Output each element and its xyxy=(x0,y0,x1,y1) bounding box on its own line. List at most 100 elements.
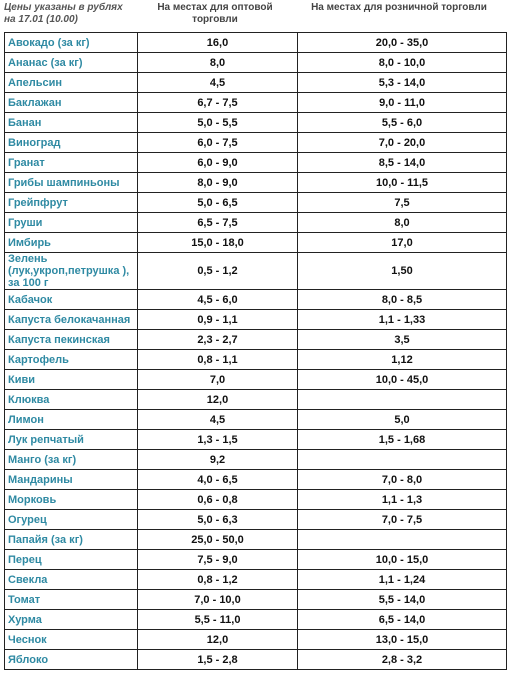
product-name: Хурма xyxy=(4,609,138,630)
table-row: Томат 7,0 - 10,0 5,5 - 14,0 xyxy=(4,589,507,610)
table-row: Капуста белокачанная 0,9 - 1,1 1,1 - 1,33 xyxy=(4,309,507,330)
retail-price: 7,0 - 20,0 xyxy=(297,132,507,153)
retail-price xyxy=(297,389,507,410)
retail-price: 8,0 xyxy=(297,212,507,233)
table-row: Лимон 4,5 5,0 xyxy=(4,409,507,430)
table-row: Капуста пекинская 2,3 - 2,7 3,5 xyxy=(4,329,507,350)
wholesale-price: 4,5 xyxy=(137,72,298,93)
wholesale-price: 6,0 - 9,0 xyxy=(137,152,298,173)
table-row: Ананас (за кг) 8,0 8,0 - 10,0 xyxy=(4,52,507,73)
product-name: Апельсин xyxy=(4,72,138,93)
table-row: Грибы шампиньоны 8,0 - 9,0 10,0 - 11,5 xyxy=(4,172,507,193)
wholesale-price: 15,0 - 18,0 xyxy=(137,232,298,253)
table-row: Зелень (лук,укроп,петрушка ), за 100 г 0,… xyxy=(4,252,507,290)
table-row: Кабачок 4,5 - 6,0 8,0 - 8,5 xyxy=(4,289,507,310)
product-name: Грибы шампиньоны xyxy=(4,172,138,193)
retail-price: 1,1 - 1,24 xyxy=(297,569,507,590)
retail-price: 1,1 - 1,33 xyxy=(297,309,507,330)
retail-price: 7,0 - 8,0 xyxy=(297,469,507,490)
wholesale-price: 4,5 - 6,0 xyxy=(137,289,298,310)
product-name: Яблоко xyxy=(4,649,138,670)
product-name: Грейпфрут xyxy=(4,192,138,213)
product-name: Лук репчатый xyxy=(4,429,138,450)
retail-price: 5,5 - 6,0 xyxy=(297,112,507,133)
wholesale-price: 8,0 xyxy=(137,52,298,73)
product-name: Авокадо (за кг) xyxy=(4,32,138,53)
wholesale-price: 7,0 - 10,0 xyxy=(137,589,298,610)
wholesale-price: 4,0 - 6,5 xyxy=(137,469,298,490)
wholesale-price: 1,5 - 2,8 xyxy=(137,649,298,670)
product-name: Клюква xyxy=(4,389,138,410)
table-row: Яблоко 1,5 - 2,8 2,8 - 3,2 xyxy=(4,649,507,670)
table-row: Морковь 0,6 - 0,8 1,1 - 1,3 xyxy=(4,489,507,510)
product-name: Свекла xyxy=(4,569,138,590)
table-row: Виноград 6,0 - 7,5 7,0 - 20,0 xyxy=(4,132,507,153)
table-row: Авокадо (за кг) 16,0 20,0 - 35,0 xyxy=(4,32,507,53)
wholesale-price: 5,0 - 6,5 xyxy=(137,192,298,213)
wholesale-price: 5,5 - 11,0 xyxy=(137,609,298,630)
wholesale-price: 7,5 - 9,0 xyxy=(137,549,298,570)
table-row: Киви 7,0 10,0 - 45,0 xyxy=(4,369,507,390)
product-name: Виноград xyxy=(4,132,138,153)
price-note: Цены указаны в рублях на 17.01 (10.00) xyxy=(4,2,123,25)
table-row: Баклажан 6,7 - 7,5 9,0 - 11,0 xyxy=(4,92,507,113)
retail-price: 1,5 - 1,68 xyxy=(297,429,507,450)
table-row: Огурец 5,0 - 6,3 7,0 - 7,5 xyxy=(4,509,507,530)
retail-price: 5,0 xyxy=(297,409,507,430)
wholesale-price: 12,0 xyxy=(137,629,298,650)
retail-price: 1,12 xyxy=(297,349,507,370)
table-row: Лук репчатый 1,3 - 1,5 1,5 - 1,68 xyxy=(4,429,507,450)
wholesale-price: 16,0 xyxy=(137,32,298,53)
retail-price: 9,0 - 11,0 xyxy=(297,92,507,113)
retail-price: 8,5 - 14,0 xyxy=(297,152,507,173)
table-row: Клюква 12,0 xyxy=(4,389,507,410)
product-name: Груши xyxy=(4,212,138,233)
wholesale-price: 12,0 xyxy=(137,389,298,410)
table-row: Грейпфрут 5,0 - 6,5 7,5 xyxy=(4,192,507,213)
header: Цены указаны в рублях на 17.01 (10.00) Н… xyxy=(0,0,510,32)
wholesale-price: 8,0 - 9,0 xyxy=(137,172,298,193)
table-row: Апельсин 4,5 5,3 - 14,0 xyxy=(4,72,507,93)
wholesale-price: 9,2 xyxy=(137,449,298,470)
retail-price: 8,0 - 10,0 xyxy=(297,52,507,73)
wholesale-price: 7,0 xyxy=(137,369,298,390)
product-name: Морковь xyxy=(4,489,138,510)
table-row: Папайя (за кг) 25,0 - 50,0 xyxy=(4,529,507,550)
table-row: Гранат 6,0 - 9,0 8,5 - 14,0 xyxy=(4,152,507,173)
table-row: Манго (за кг) 9,2 xyxy=(4,449,507,470)
wholesale-price: 0,8 - 1,2 xyxy=(137,569,298,590)
product-name: Ананас (за кг) xyxy=(4,52,138,73)
wholesale-price: 5,0 - 5,5 xyxy=(137,112,298,133)
retail-price: 2,8 - 3,2 xyxy=(297,649,507,670)
table-row: Мандарины 4,0 - 6,5 7,0 - 8,0 xyxy=(4,469,507,490)
product-name: Баклажан xyxy=(4,92,138,113)
wholesale-price: 6,7 - 7,5 xyxy=(137,92,298,113)
wholesale-price: 25,0 - 50,0 xyxy=(137,529,298,550)
product-name: Киви xyxy=(4,369,138,390)
table-row: Картофель 0,8 - 1,1 1,12 xyxy=(4,349,507,370)
product-name: Зелень (лук,укроп,петрушка ), за 100 г xyxy=(4,252,138,290)
product-name: Огурец xyxy=(4,509,138,530)
product-name: Картофель xyxy=(4,349,138,370)
retail-price: 10,0 - 11,5 xyxy=(297,172,507,193)
table-row: Свекла 0,8 - 1,2 1,1 - 1,24 xyxy=(4,569,507,590)
retail-price: 1,50 xyxy=(297,252,507,290)
wholesale-header: На местах для оптовой торговли xyxy=(157,2,273,25)
retail-price: 8,0 - 8,5 xyxy=(297,289,507,310)
product-name: Манго (за кг) xyxy=(4,449,138,470)
table-row: Перец 7,5 - 9,0 10,0 - 15,0 xyxy=(4,549,507,570)
retail-price: 5,3 - 14,0 xyxy=(297,72,507,93)
retail-price xyxy=(297,449,507,470)
product-name: Томат xyxy=(4,589,138,610)
retail-price xyxy=(297,529,507,550)
retail-price: 7,0 - 7,5 xyxy=(297,509,507,530)
retail-price: 3,5 xyxy=(297,329,507,350)
retail-price: 1,1 - 1,3 xyxy=(297,489,507,510)
table-row: Чеснок 12,0 13,0 - 15,0 xyxy=(4,629,507,650)
retail-price: 5,5 - 14,0 xyxy=(297,589,507,610)
product-name: Капуста белокачанная xyxy=(4,309,138,330)
retail-price: 20,0 - 35,0 xyxy=(297,32,507,53)
wholesale-price: 0,8 - 1,1 xyxy=(137,349,298,370)
table-row: Хурма 5,5 - 11,0 6,5 - 14,0 xyxy=(4,609,507,630)
